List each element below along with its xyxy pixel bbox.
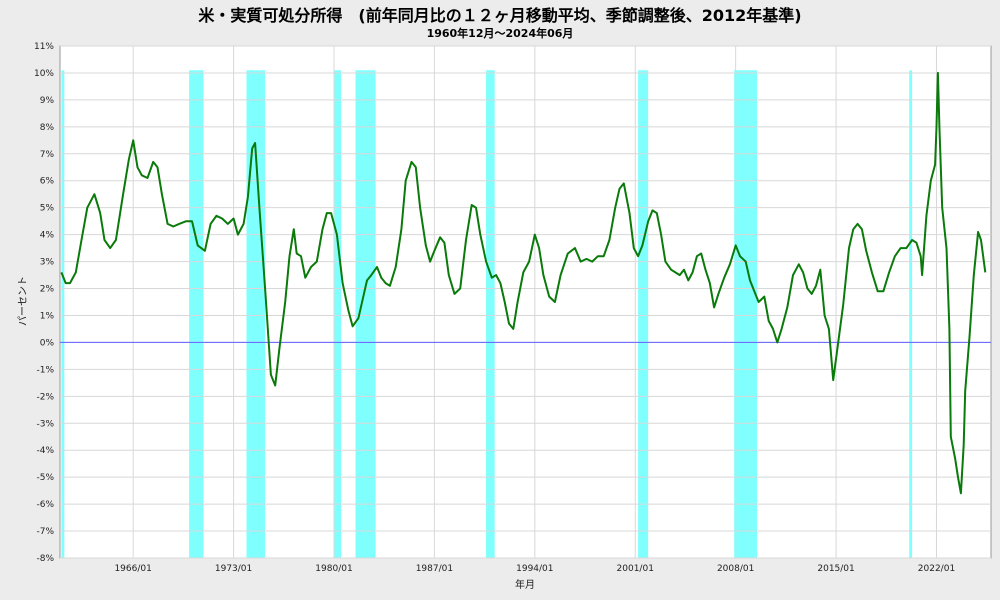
x-axis-label: 年月 [515,578,535,591]
recession-band [486,70,495,559]
recession-band [189,70,204,559]
y-tick-label: -6% [36,500,54,510]
y-axis-label: パーセント [17,276,29,326]
y-tick-label: 11% [34,42,54,52]
recession-band [355,70,376,559]
x-tick-label: 1994/01 [516,564,553,574]
y-tick-label: 4% [40,231,55,241]
x-tick-label: 2022/01 [918,564,955,574]
y-tick-label: 3% [40,258,55,268]
y-tick-label: -1% [36,365,54,375]
x-tick-label: 2001/01 [617,564,654,574]
y-tick-label: 1% [40,311,55,321]
y-tick-label: -3% [36,419,54,429]
x-tick-label: 1966/01 [114,564,151,574]
recession-band [734,70,758,559]
chart-title: 米・実質可処分所得 (前年同月比の１２ヶ月移動平均、季節調整後、2012年基準) [198,6,802,25]
recession-band [246,70,266,559]
x-tick-label: 2008/01 [717,564,754,574]
recession-band [61,70,65,559]
y-tick-label: 6% [40,177,55,187]
y-tick-label: 0% [40,338,55,348]
y-tick-label: 5% [40,204,55,214]
y-tick-label: -2% [36,392,54,402]
y-tick-label: 7% [40,150,55,160]
y-tick-label: -5% [36,473,54,483]
y-tick-label: -4% [36,446,54,456]
y-tick-label: -8% [36,554,54,564]
y-tick-label: 10% [34,69,54,79]
recession-band [638,70,649,559]
y-tick-label: 2% [40,285,55,295]
x-tick-label: 1973/01 [215,564,252,574]
x-tick-label: 2015/01 [817,564,854,574]
recession-band [333,70,342,559]
x-tick-label: 1987/01 [416,564,453,574]
chart-subtitle: 1960年12月～2024年06月 [426,27,574,40]
x-tick-label: 1980/01 [315,564,352,574]
series-line [60,71,987,495]
y-tick-label: -7% [36,527,54,537]
recession-band [909,70,913,559]
y-tick-label: 8% [40,123,55,133]
y-tick-label: 9% [40,96,55,106]
